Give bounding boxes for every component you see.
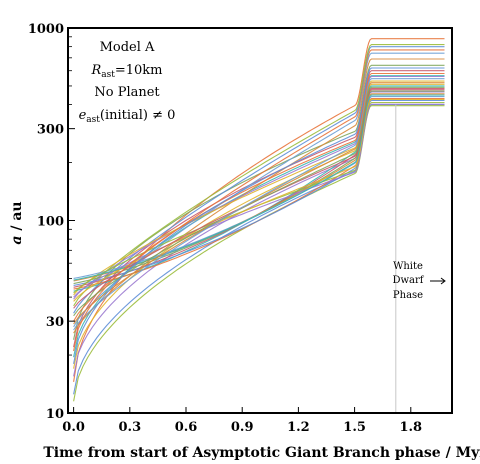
x-tick-label: 1.8: [399, 420, 422, 435]
white-dwarf-annotation: White Dwarf Phase: [392, 261, 446, 301]
series-line: [73, 46, 445, 314]
x-tick-label: 0.6: [175, 420, 198, 435]
annotation-model: Model A: [100, 40, 155, 55]
y-axis-title: a / au: [9, 201, 25, 244]
series-line: [73, 91, 445, 377]
y-tick-label: 30: [46, 315, 64, 330]
x-tick-label: 1.5: [343, 420, 366, 435]
series-line: [73, 52, 445, 328]
y-tick-label: 1000: [28, 22, 64, 37]
right-arrow-icon: [430, 277, 446, 285]
x-tick-label: 0.3: [119, 420, 142, 435]
series-line: [73, 70, 445, 348]
wd-label-dwarf: Dwarf: [392, 275, 424, 286]
series-line: [73, 105, 445, 402]
x-tick-label: 0.9: [231, 420, 254, 435]
x-axis-ticks: 0.0 0.3 0.6 0.9 1.2 1.5 1.8: [62, 407, 422, 435]
series-line: [73, 67, 445, 365]
annotation-box: Model A Rast=10km No Planet east(initial…: [79, 40, 176, 125]
series-line: [73, 72, 445, 352]
x-axis-title: Time from start of Asymptotic Giant Bran…: [43, 445, 480, 461]
series-line: [73, 75, 445, 300]
annotation-eccentricity: east(initial) ≠ 0: [79, 108, 176, 125]
series-line: [73, 44, 445, 307]
x-tick-label: 1.2: [287, 420, 310, 435]
y-tick-label: 300: [37, 123, 64, 138]
y-tick-label: 10: [46, 407, 64, 422]
wd-label-phase: Phase: [393, 290, 423, 301]
series-line: [73, 78, 445, 331]
series-line: [73, 103, 445, 298]
series-line: [73, 104, 445, 395]
annotation-planet: No Planet: [94, 85, 160, 100]
y-tick-label: 100: [37, 215, 64, 230]
series-line: [73, 64, 445, 340]
series-line: [73, 83, 445, 369]
series-line: [73, 38, 445, 382]
annotation-radius: Rast=10km: [90, 63, 162, 80]
series-line: [73, 99, 445, 286]
series-layer: [73, 38, 445, 402]
wd-label-white: White: [393, 261, 423, 272]
y-axis-ticks: 10 30 100 300 1000: [28, 22, 75, 422]
x-tick-label: 0.0: [62, 420, 85, 435]
